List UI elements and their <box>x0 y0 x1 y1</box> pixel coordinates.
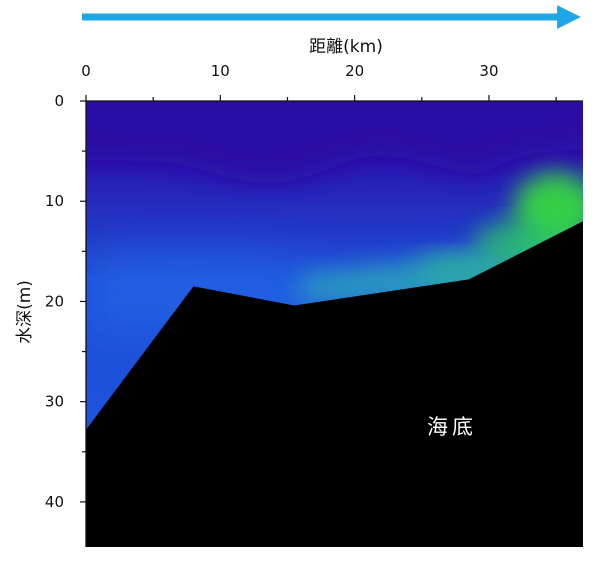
y-axis-title: 水深(m) <box>15 280 35 344</box>
y-axis-ticks: 0 10 20 30 40 <box>45 92 86 511</box>
y-tick-label: 30 <box>45 393 64 411</box>
y-tick-label: 40 <box>45 493 64 511</box>
contour-field <box>86 101 583 547</box>
x-tick-label: 10 <box>211 62 230 80</box>
x-axis-title: 距離(km) <box>309 37 383 57</box>
teal-patch <box>415 252 495 280</box>
surface-layer <box>86 101 583 183</box>
x-tick-label: 20 <box>345 62 364 80</box>
y-tick-label: 0 <box>54 92 64 110</box>
x-axis-ticks: 0 10 20 30 <box>81 62 557 101</box>
x-tick-label: 0 <box>81 62 91 80</box>
y-tick-label: 10 <box>45 192 64 210</box>
y-tick-label: 20 <box>45 292 64 310</box>
x-tick-label: 30 <box>479 62 498 80</box>
seafloor <box>86 221 583 547</box>
seafloor-label: 海底 <box>427 415 477 439</box>
